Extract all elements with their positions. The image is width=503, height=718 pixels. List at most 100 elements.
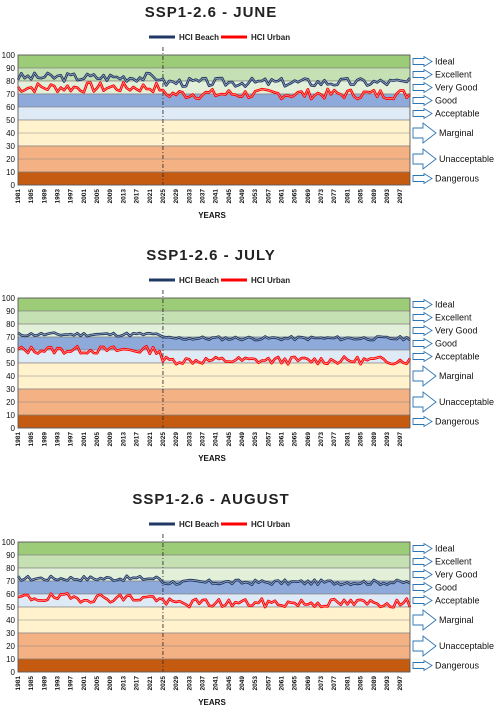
y-tick-label: 30: [6, 142, 15, 151]
arrow-shape: [412, 122, 437, 144]
x-tick-label: 2005: [94, 189, 101, 204]
chart-legend: HCI Beach HCI Urban: [149, 33, 290, 42]
x-tick-label: 1989: [41, 676, 48, 691]
category-arrow-unacceptable: Unacceptable: [412, 148, 494, 170]
x-tick-label: 2033: [186, 432, 193, 447]
x-tick-label: 2065: [292, 189, 299, 204]
y-tick-label: 80: [6, 77, 15, 86]
series-highlight-urban: [17, 345, 411, 365]
arrow-shape: [412, 391, 437, 413]
x-tick-label: 2045: [226, 432, 233, 447]
x-tick-label: 2049: [239, 189, 246, 204]
x-tick-label: 2041: [213, 432, 220, 447]
x-tick-label: 1981: [15, 189, 22, 204]
x-tick-label: 2033: [186, 676, 193, 691]
y-tick-label: 70: [6, 333, 15, 342]
x-tick-label: 1981: [15, 676, 22, 691]
x-tick-label: 2053: [252, 676, 259, 691]
x-tick-label: 1989: [41, 189, 48, 204]
x-tick-label: 2085: [358, 676, 365, 691]
category-arrow-good: Good: [412, 94, 457, 107]
category-label: Acceptable: [435, 352, 480, 362]
arrow-shape: [412, 365, 437, 387]
x-axis-label: YEARS: [198, 698, 226, 707]
category-label: Unacceptable: [439, 641, 494, 651]
category-label: Excellent: [435, 557, 472, 567]
arrow-shape: [412, 555, 433, 568]
x-tick-label: 2045: [226, 676, 233, 691]
y-tick-label: 10: [6, 168, 15, 177]
x-tick-label: 2077: [331, 676, 338, 691]
x-tick-label: 2013: [120, 432, 127, 447]
category-arrow-very-good: Very Good: [412, 81, 478, 94]
category-label: Good: [435, 583, 457, 593]
series-highlight-beach: [17, 72, 411, 88]
x-tick-label: 2009: [107, 676, 114, 691]
category-label: Good: [435, 339, 457, 349]
x-tick-label: 2077: [331, 189, 338, 204]
category-arrow-marginal: Marginal: [412, 122, 474, 144]
legend-label-beach: HCI Beach: [179, 276, 219, 285]
arrow-shape: [412, 172, 433, 185]
category-label: Ideal: [435, 300, 455, 310]
x-tick-label: 2073: [318, 189, 325, 204]
x-tick-label: 2069: [305, 189, 312, 204]
x-tick-label: 2081: [344, 676, 351, 691]
y-tick-label: 20: [6, 155, 15, 164]
band-acceptable: [17, 106, 411, 121]
arrow-shape: [412, 107, 433, 120]
category-arrow-very-good: Very Good: [412, 324, 478, 337]
x-tick-label: 2029: [173, 189, 180, 204]
category-label: Excellent: [435, 313, 472, 323]
y-tick-label: 50: [6, 603, 15, 612]
arrow-shape: [412, 68, 433, 81]
category-label: Excellent: [435, 70, 472, 80]
x-axis-label: YEARS: [198, 454, 226, 463]
x-tick-label: 2065: [292, 432, 299, 447]
band-excellent: [17, 554, 411, 569]
arrow-shape: [412, 415, 433, 428]
category-arrow-marginal: Marginal: [412, 365, 474, 387]
band-ideal: [17, 541, 411, 556]
y-tick-label: 60: [6, 590, 15, 599]
x-tick-label: 2069: [305, 432, 312, 447]
category-label: Good: [435, 96, 457, 106]
x-tick-label: 1981: [15, 432, 22, 447]
x-tick-label: 2069: [305, 676, 312, 691]
x-tick-label: 2041: [213, 189, 220, 204]
x-tick-label: 1993: [55, 432, 62, 447]
chart-panel-3: SSP1-2.6 - AUGUST HCI Beach HCI Urban 0 10 20…: [2, 491, 494, 707]
x-tick-label: 2021: [147, 432, 154, 447]
arrow-shape: [412, 568, 433, 581]
category-label: Dangerous: [435, 661, 480, 671]
category-arrow-excellent: Excellent: [412, 311, 472, 324]
chart-panel-1: SSP1-2.6 - JUNE HCI Beach HCI Urban 0 10 20 30…: [2, 4, 494, 220]
x-tick-label: 2057: [265, 189, 272, 204]
y-tick-label: 80: [6, 564, 15, 573]
chart-panel-2: SSP1-2.6 - JULY HCI Beach HCI Urban 0 10 20 30…: [2, 247, 494, 463]
plot-frame: [17, 541, 411, 673]
category-label: Unacceptable: [439, 397, 494, 407]
y-tick-label: 30: [6, 629, 15, 638]
x-tick-label: 2073: [318, 432, 325, 447]
y-tick-label: 50: [6, 359, 15, 368]
x-tick-label: 2001: [81, 189, 88, 204]
legend-label-urban: HCI Urban: [251, 520, 290, 529]
band-good: [17, 93, 411, 108]
x-tick-label: 2013: [120, 676, 127, 691]
y-tick-label: 60: [6, 103, 15, 112]
y-tick-label: 10: [6, 411, 15, 420]
arrow-shape: [412, 581, 433, 594]
x-tick-label: 2097: [397, 189, 404, 204]
x-tick-label: 2053: [252, 432, 259, 447]
x-tick-label: 2009: [107, 432, 114, 447]
legend-label-urban: HCI Urban: [251, 33, 290, 42]
category-arrow-good: Good: [412, 581, 457, 594]
x-tick-label: 2097: [397, 432, 404, 447]
y-tick-label: 50: [6, 116, 15, 125]
x-tick-label: 2037: [199, 189, 206, 204]
x-tick-label: 2093: [384, 676, 391, 691]
x-tick-label: 2009: [107, 189, 114, 204]
category-arrow-marginal: Marginal: [412, 609, 474, 631]
